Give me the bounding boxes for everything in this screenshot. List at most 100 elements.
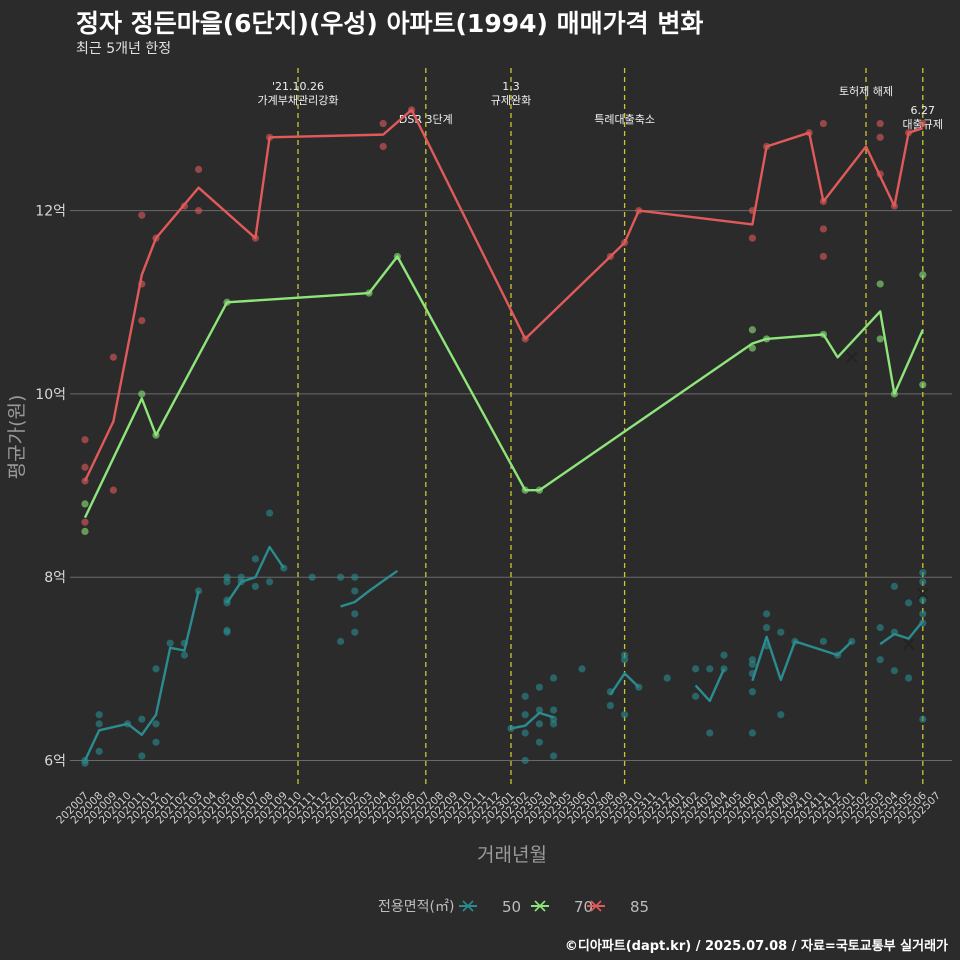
data-point-50 [763,624,771,632]
data-point-50 [138,715,146,723]
data-point-70 [919,381,927,389]
data-point-50 [521,711,529,719]
data-point-50 [180,651,188,659]
legend-marker-85 [590,900,602,912]
legend: 전용면적(㎡) 50 70 85 [378,898,649,916]
data-point-50 [251,582,259,590]
legend-title: 전용면적(㎡) [378,899,454,915]
series-line-50 [510,711,554,730]
legend-label-70: 70 [574,898,593,916]
data-point-85 [81,436,89,444]
series-line-50 [879,620,924,646]
cross-marker-50 [902,638,915,650]
data-point-50 [550,720,558,728]
data-point-50 [720,651,728,659]
data-point-50 [351,628,359,636]
event-label: 1.3 규제완화 [491,80,531,107]
data-point-50 [521,692,529,700]
data-point-50 [777,628,785,636]
legend-marker-70 [534,900,546,912]
data-point-50 [919,596,927,604]
data-point-50 [521,729,529,737]
data-point-50 [550,674,558,682]
data-point-50 [81,759,89,767]
data-point-50 [692,665,700,673]
data-point-50 [876,656,884,664]
data-point-50 [919,569,927,577]
data-point-70 [748,344,757,352]
y-tick-label: 6억 [44,754,66,770]
data-point-50 [337,637,345,645]
data-point-85 [195,207,203,215]
legend-label-85: 85 [630,898,649,916]
data-point-85 [919,119,927,128]
data-point-50 [152,738,160,746]
data-point-50 [763,610,771,618]
cross-marker-70 [846,351,858,363]
data-point-70 [138,390,146,398]
data-point-70 [81,527,89,535]
data-point-50 [535,738,544,746]
y-axis-label: 평균가(원) [6,395,28,480]
series-line-50 [609,672,640,696]
data-point-85 [819,119,828,128]
data-point-50 [95,747,103,755]
data-point-50 [95,720,103,728]
series-line-70 [83,255,924,519]
data-point-85 [138,211,146,219]
data-point-50 [919,578,927,586]
data-point-50 [621,656,629,664]
data-point-50 [692,692,700,700]
data-point-50 [152,720,160,728]
data-point-50 [351,573,359,581]
source-caption: ©디아파트(dapt.kr) / 2025.07.08 / 자료=국토교통부 실… [564,939,948,954]
data-point-50 [919,715,927,723]
data-point-50 [223,628,231,636]
data-point-85 [819,252,828,261]
grid-layer [70,210,952,762]
data-point-85 [81,518,89,526]
data-point-50 [95,711,103,719]
series-line-50 [83,590,200,762]
data-point-85 [748,234,757,242]
data-point-50 [251,555,259,563]
data-point-50 [195,587,203,595]
data-point-50 [748,729,757,737]
y-tick-label: 8억 [44,570,66,586]
data-point-70 [748,326,757,334]
axis-layer: 6억8억10억12억202007202008202009202010202011… [35,204,943,827]
series-line-50 [226,545,285,604]
data-point-85 [195,165,203,173]
data-point-50 [266,578,274,586]
data-point-50 [706,665,714,673]
series-layer [81,106,929,767]
data-point-50 [535,706,544,714]
legend-label-50: 50 [502,898,521,916]
data-point-50 [777,711,785,719]
series-line-50 [694,668,726,703]
x-axis-label: 거래년월 [477,844,547,866]
data-point-85 [876,133,884,141]
data-point-50 [621,711,629,719]
data-point-50 [351,610,359,618]
data-point-50 [706,729,714,737]
chart-subtitle: 최근 5개년 한정 [76,41,172,57]
data-point-50 [152,665,160,673]
data-point-50 [876,624,884,632]
data-point-50 [905,599,913,607]
series-line-50 [340,569,399,608]
data-point-70 [876,335,884,343]
data-point-50 [351,587,359,595]
data-point-85 [819,225,828,233]
data-point-50 [223,578,231,586]
data-point-50 [890,582,899,590]
event-label: '21.10.26 가계부채관리강화 [258,80,339,107]
data-point-85 [138,317,146,325]
data-point-50 [578,665,586,673]
data-point-50 [535,720,544,728]
y-tick-label: 12억 [35,204,66,220]
series-line-85 [83,108,924,482]
data-point-70 [919,271,927,279]
